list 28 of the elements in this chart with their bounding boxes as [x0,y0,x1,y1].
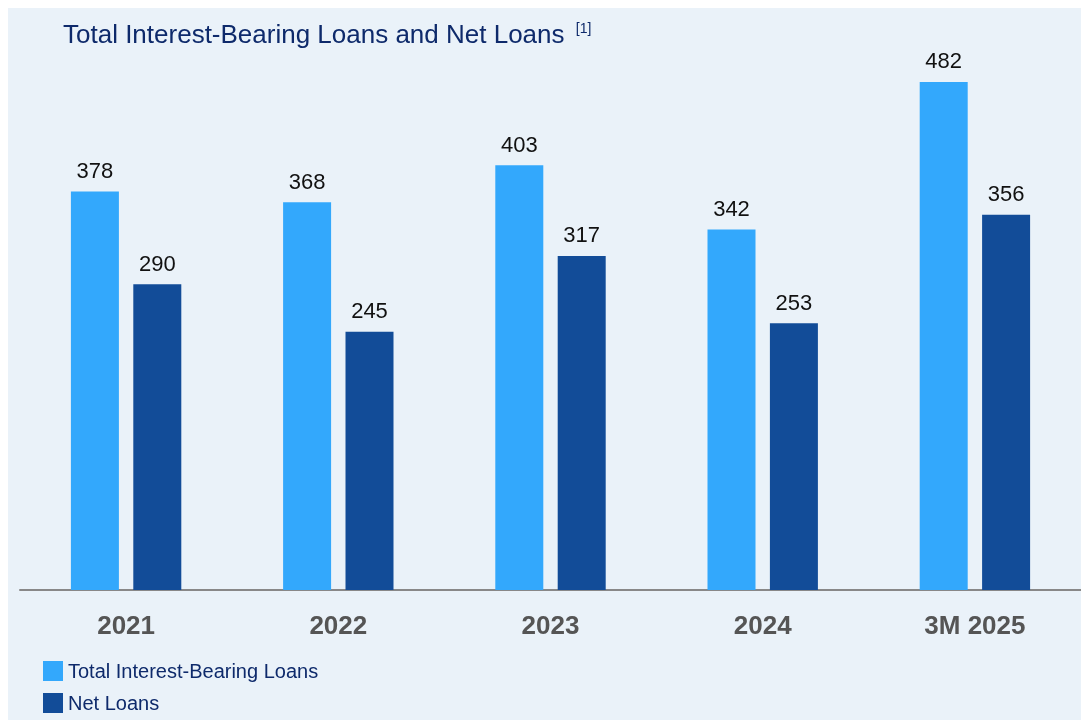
x-tick-label: 2022 [309,610,368,640]
bar [769,323,818,590]
bar [133,284,182,590]
data-label: 290 [138,250,176,276]
data-label: 368 [288,168,326,194]
bar [70,191,119,590]
bar [495,165,544,590]
data-label: 378 [76,158,114,184]
bar [707,229,756,590]
data-label: 342 [713,196,750,222]
data-label: 245 [351,298,388,324]
bar [557,255,606,590]
bar [982,214,1031,590]
data-label: 482 [925,48,963,74]
x-tick-label: 2023 [521,610,580,640]
x-tick-label: 2021 [97,610,156,640]
x-tick-label: 3M 2025 [924,610,1026,640]
bar [345,331,394,590]
chart-title: Total Interest-Bearing Loans and Net Loans [1] [63,19,592,49]
legend-label: Total Interest-Bearing Loans [68,660,319,682]
data-label: 403 [500,131,538,157]
data-label: 317 [563,222,601,248]
x-tick-label: 2024 [733,610,793,640]
data-label: 253 [775,289,813,315]
bar [919,81,968,590]
data-label: 356 [987,181,1025,207]
bar [283,202,332,590]
legend-label: Net Loans [68,692,160,714]
